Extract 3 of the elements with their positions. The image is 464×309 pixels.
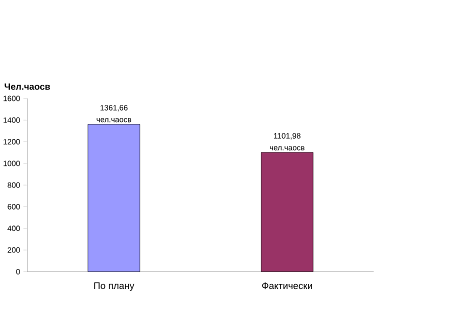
x-tick-label: По плану (94, 282, 134, 291)
y-axis-title: Чел.чаосв (4, 83, 50, 90)
x-tick-label: Фактически (262, 282, 312, 290)
